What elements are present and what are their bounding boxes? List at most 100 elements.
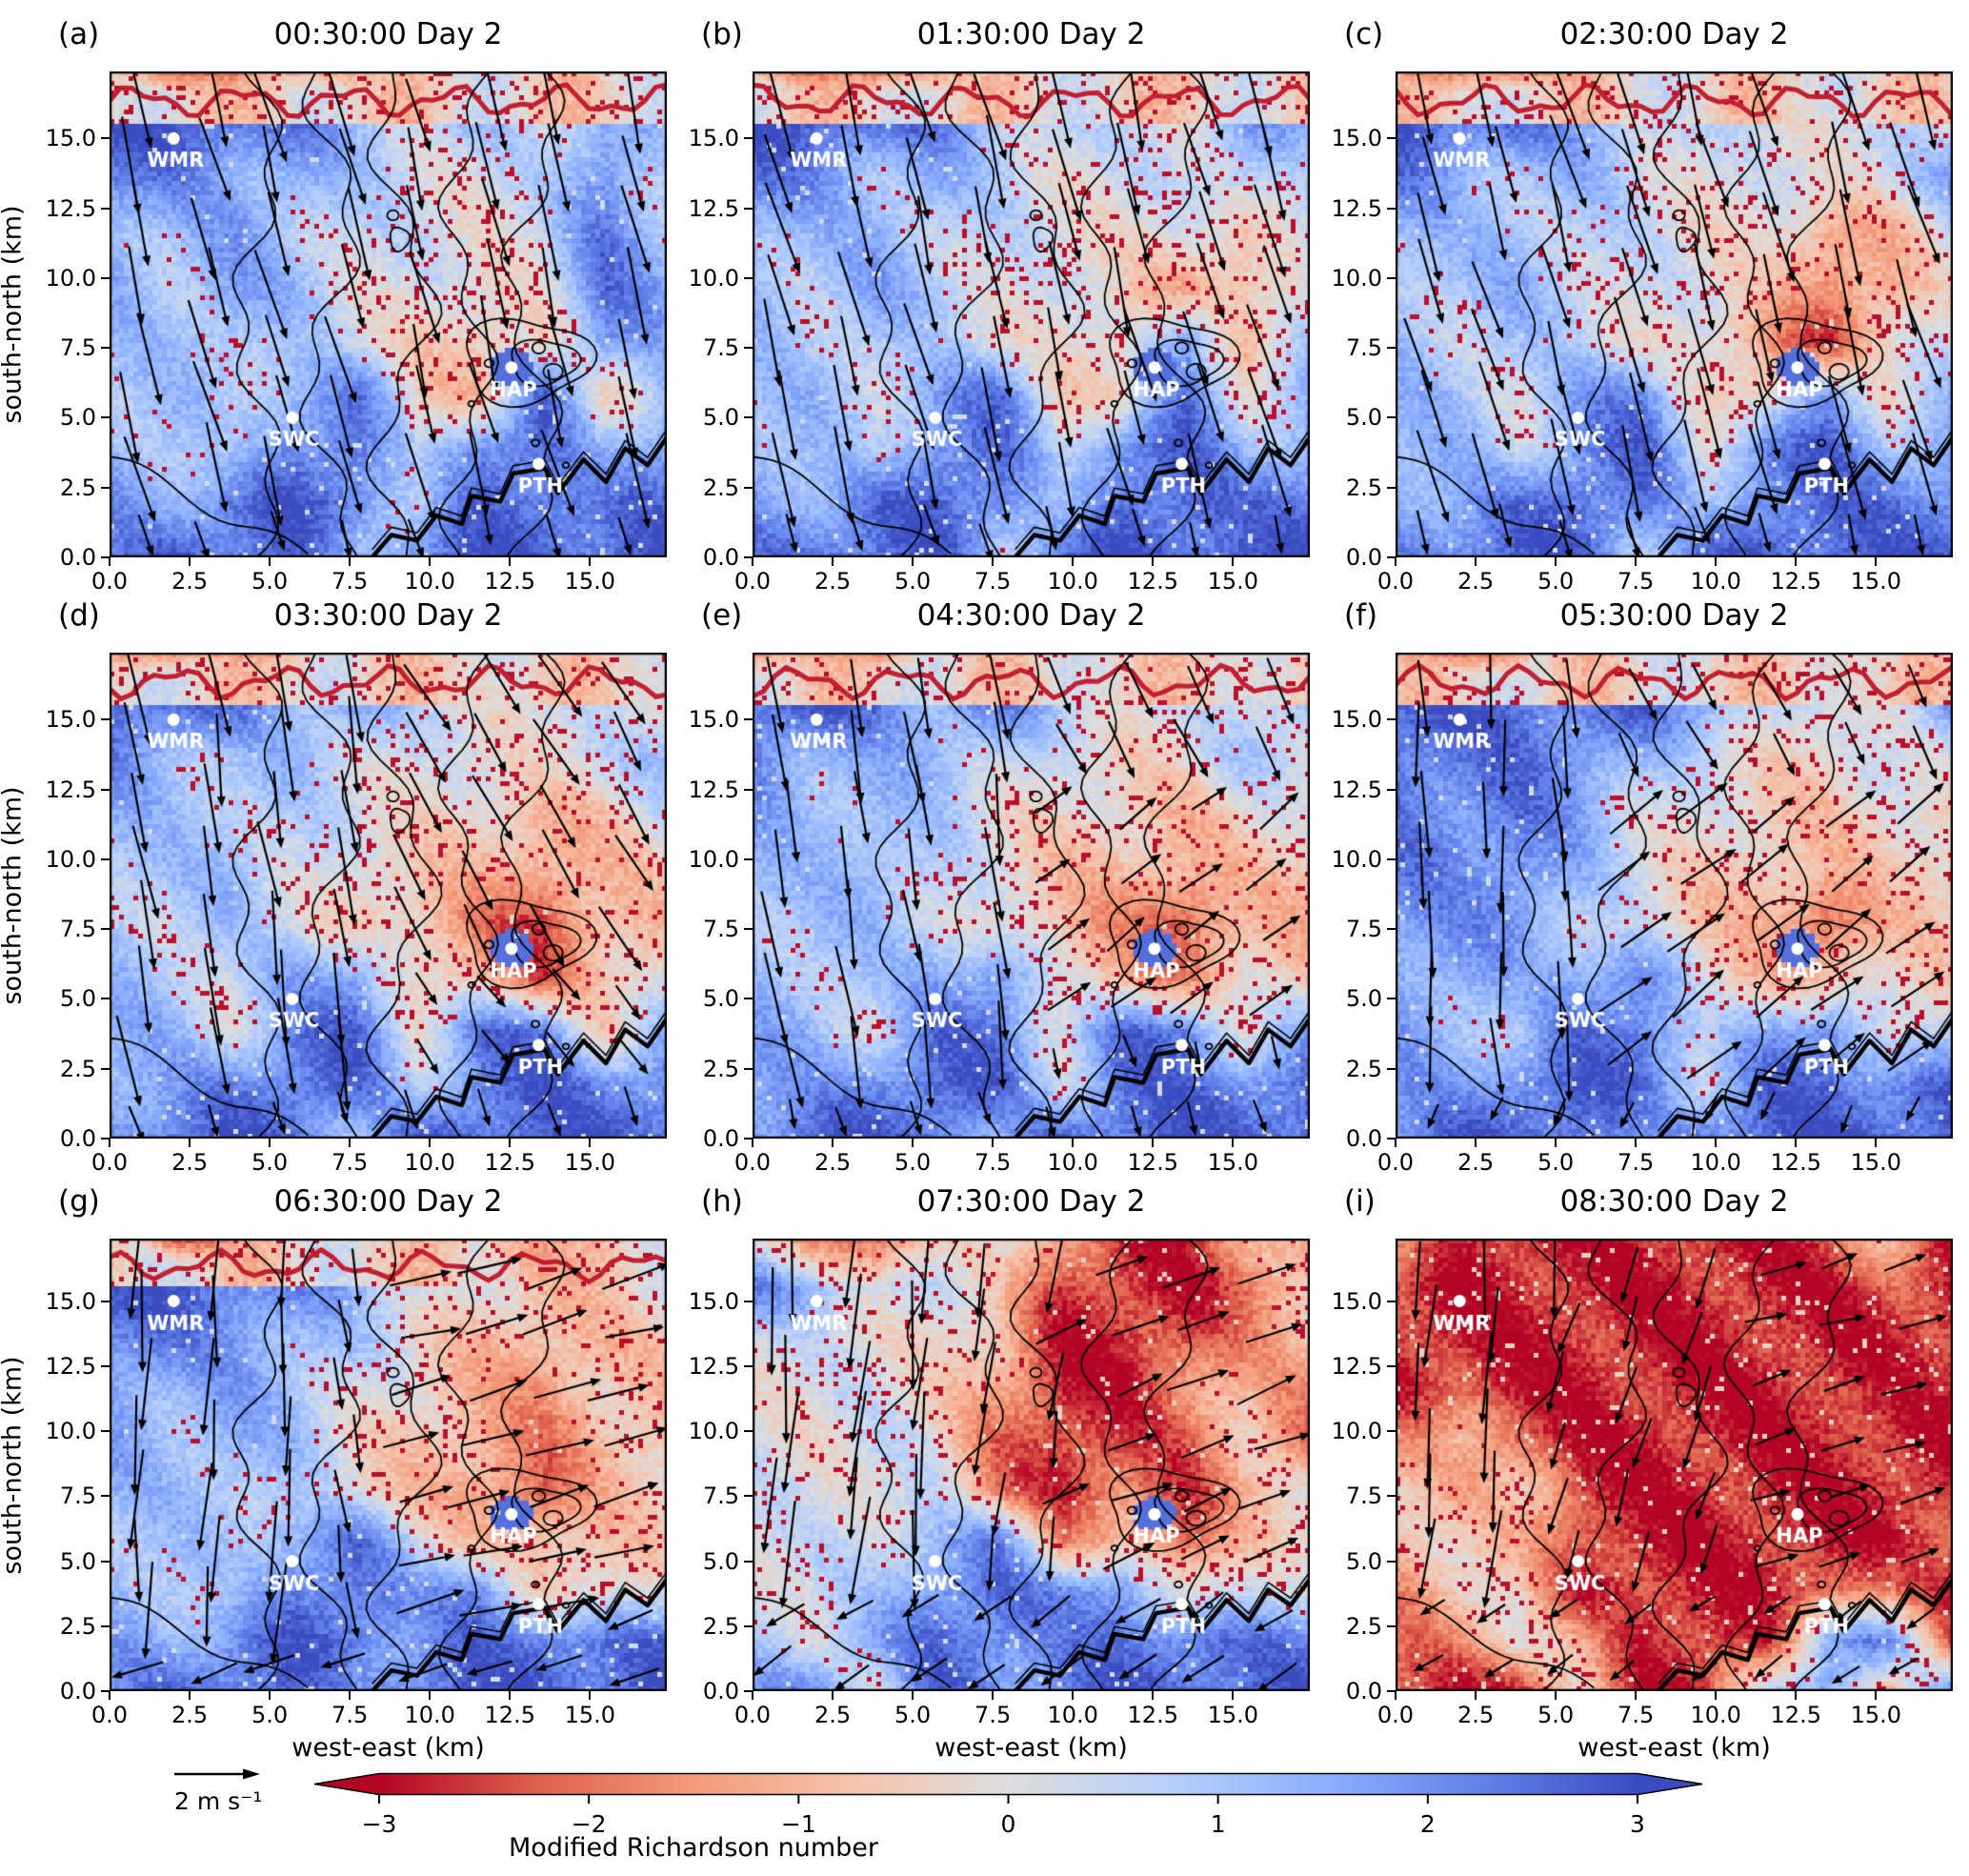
y-tick-mark — [101, 1138, 110, 1140]
colorbar-gradient — [313, 1772, 1703, 1804]
y-tick-mark — [101, 718, 110, 721]
y-tick-label: 0.0 — [702, 1678, 739, 1705]
y-tick-label: 12.5 — [688, 1352, 739, 1380]
y-tick-mark — [1387, 928, 1396, 931]
y-tick-mark — [1387, 1690, 1396, 1692]
x-tick-mark — [1475, 1139, 1477, 1147]
y-tick-mark — [101, 1560, 110, 1563]
x-tick-mark — [269, 557, 271, 566]
y-tick-label: 0.0 — [702, 1125, 739, 1152]
x-tick-mark — [429, 1691, 432, 1700]
y-tick-label: 2.5 — [702, 1055, 739, 1082]
x-tick-label: 5.0 — [251, 1149, 289, 1176]
x-tick-label: 0.0 — [1376, 568, 1415, 595]
x-tick-label: 10.0 — [1690, 1149, 1741, 1176]
y-tick-mark — [744, 416, 753, 419]
y-tick-mark — [101, 1495, 110, 1498]
x-tick-mark — [349, 1139, 352, 1147]
y-tick-label: 5.0 — [702, 404, 739, 432]
x-tick-mark — [992, 1691, 995, 1700]
x-tick-mark — [109, 1691, 111, 1700]
x-tick-mark — [1475, 1691, 1477, 1700]
y-tick-label: 0.0 — [59, 1125, 96, 1152]
y-tick-mark — [101, 857, 110, 860]
panel-title-b: 01:30:00 Day 2 — [916, 17, 1146, 51]
x-tick-mark — [269, 1139, 271, 1147]
y-tick-mark — [101, 276, 110, 279]
x-axis-label: west-east (km) — [291, 1733, 485, 1763]
y-tick-mark — [1387, 1624, 1396, 1627]
x-tick-mark — [912, 1139, 914, 1147]
y-tick-label: 10.0 — [688, 1418, 739, 1444]
y-tick-mark — [744, 137, 753, 140]
x-tick-label: 10.0 — [1690, 568, 1741, 595]
y-tick-label: 5.0 — [1345, 985, 1382, 1013]
y-tick-label: 7.5 — [702, 916, 739, 943]
y-tick-label: 2.5 — [59, 474, 96, 501]
y-axis-label: south-north (km) — [0, 786, 28, 1005]
panel-letter-f: (f) — [1344, 598, 1378, 633]
x-tick-mark — [1715, 557, 1718, 566]
x-tick-mark — [189, 557, 191, 566]
y-tick-label: 0.0 — [1345, 1678, 1382, 1705]
y-tick-mark — [101, 1364, 110, 1367]
y-tick-mark — [744, 556, 753, 558]
richardson-map-e — [753, 653, 1310, 1139]
x-tick-mark — [1635, 1139, 1637, 1147]
x-tick-mark — [1232, 557, 1235, 566]
richardson-map-b — [753, 71, 1310, 557]
x-tick-mark — [912, 557, 914, 566]
x-tick-mark — [1072, 1139, 1075, 1147]
x-tick-label: 12.5 — [1770, 1149, 1821, 1176]
panel-letter-d: (d) — [58, 598, 100, 633]
x-tick-label: 7.5 — [1617, 1702, 1655, 1728]
y-tick-mark — [101, 928, 110, 931]
y-tick-label: 15.0 — [45, 1287, 96, 1315]
y-tick-label: 15.0 — [45, 706, 96, 734]
y-tick-mark — [101, 788, 110, 791]
y-tick-label: 10.0 — [1331, 1418, 1382, 1444]
colorbar: −3 −2 −1 0 1 2 3 — [313, 1772, 1703, 1836]
y-tick-mark — [1387, 1138, 1396, 1140]
y-tick-label: 0.0 — [59, 1678, 96, 1705]
map-panel-f: (f) 05:30:00 Day 2 0.0 0.0 2.5 2.5 5.0 5.0 7.5… — [1332, 601, 1953, 1174]
wind-scale-label: 2 m s⁻¹ — [174, 1787, 263, 1815]
y-tick-mark — [1387, 137, 1396, 140]
x-tick-label: 0.0 — [90, 1702, 129, 1728]
y-tick-label: 15.0 — [688, 706, 739, 734]
y-tick-label: 2.5 — [1345, 1055, 1382, 1082]
x-tick-mark — [992, 557, 995, 566]
y-tick-label: 12.5 — [1331, 776, 1382, 803]
panel-title-d: 03:30:00 Day 2 — [273, 598, 503, 633]
y-tick-mark — [101, 207, 110, 210]
x-tick-label: 12.5 — [484, 568, 535, 595]
y-tick-mark — [1387, 276, 1396, 279]
x-tick-label: 7.5 — [332, 1149, 369, 1176]
y-tick-mark — [101, 1690, 110, 1692]
y-axis-label: south-north (km) — [0, 1355, 28, 1575]
y-tick-label: 15.0 — [1331, 1287, 1382, 1315]
y-tick-label: 5.0 — [59, 1547, 96, 1575]
y-tick-mark — [744, 998, 753, 1000]
x-tick-mark — [1232, 1691, 1235, 1700]
x-tick-mark — [1475, 557, 1477, 566]
colorbar-label: Modified Richardson number — [509, 1833, 878, 1863]
x-tick-mark — [1635, 557, 1637, 566]
reference-arrow-icon — [174, 1768, 260, 1780]
y-tick-mark — [744, 1364, 753, 1367]
y-tick-mark — [744, 718, 753, 721]
x-tick-label: 5.0 — [1537, 1702, 1575, 1728]
x-tick-label: 2.5 — [171, 568, 209, 595]
panel-title-i: 08:30:00 Day 2 — [1559, 1184, 1789, 1219]
x-tick-mark — [1875, 1691, 1878, 1700]
y-tick-label: 0.0 — [1345, 544, 1382, 571]
x-tick-label: 12.5 — [1127, 1149, 1178, 1176]
y-tick-label: 10.0 — [45, 264, 96, 292]
y-axis-label: south-north (km) — [0, 205, 28, 424]
y-tick-label: 2.5 — [59, 1612, 96, 1640]
x-axis-label: west-east (km) — [1577, 1733, 1771, 1763]
y-tick-mark — [744, 1495, 753, 1498]
richardson-map-i — [1396, 1239, 1953, 1691]
x-tick-label: 2.5 — [814, 1149, 852, 1176]
